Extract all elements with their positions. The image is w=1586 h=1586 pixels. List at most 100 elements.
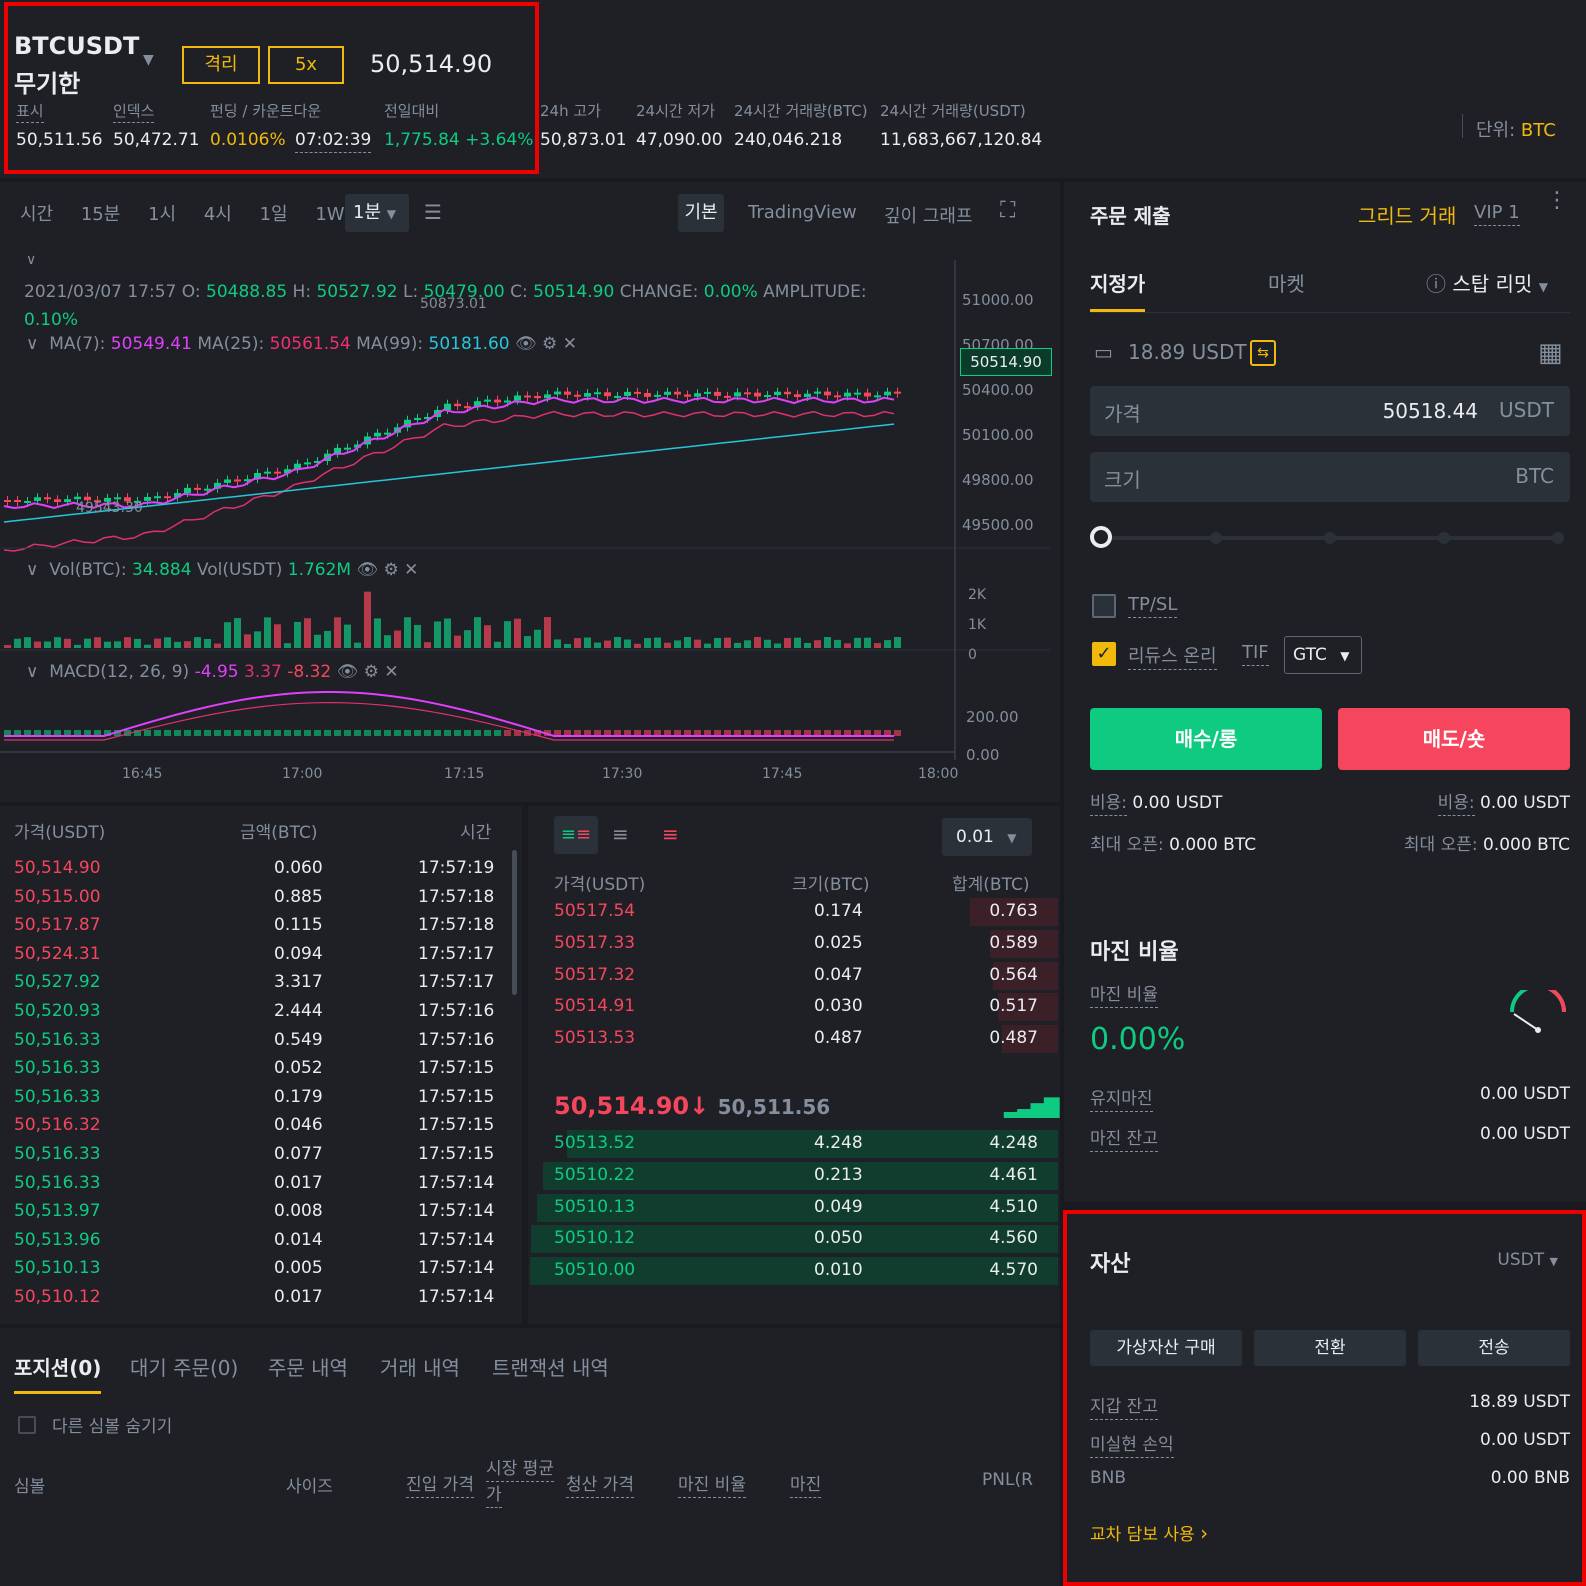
trades-list: 50,514.90 0.060 17:57:19 50,515.00 0.885 17:5… <box>14 858 494 1306</box>
transfer-button[interactable]: 전송 <box>1418 1330 1570 1366</box>
collapse-chevron-icon[interactable]: ∨ <box>26 252 37 268</box>
chevron-icon[interactable]: ∨ <box>26 334 39 354</box>
col-entry-price: 진입 가격 <box>406 1475 474 1498</box>
cross-collateral-link[interactable]: 교차 담보 사용 › <box>1090 1520 1208 1545</box>
close-icon[interactable]: ✕ <box>384 662 399 682</box>
scrollbar[interactable] <box>512 850 517 995</box>
interval-1d[interactable]: 1일 <box>259 204 288 225</box>
tif-select[interactable]: GTC ▼ <box>1284 636 1362 674</box>
vip-level[interactable]: VIP 1 <box>1474 202 1520 226</box>
interval-4h[interactable]: 4시 <box>203 204 232 225</box>
leverage-button[interactable]: 5x <box>268 46 344 84</box>
reduce-only-checkbox[interactable]: ✓ <box>1092 642 1116 666</box>
eye-icon[interactable]: 👁 <box>515 334 537 354</box>
eye-icon[interactable]: 👁 <box>336 662 359 682</box>
trade-price: 50,513.96 <box>14 1229 101 1250</box>
stat-index-price: 50,472.71 <box>113 130 200 150</box>
ask-row[interactable]: 50517.32 0.047 0.564 <box>530 961 1058 990</box>
chevron-down-icon[interactable]: ▼ <box>143 52 154 68</box>
grid-trading-link[interactable]: 그리드 거래 <box>1358 204 1457 228</box>
bid-row[interactable]: 50510.22 0.213 4.461 <box>530 1161 1058 1190</box>
precision-select[interactable]: 0.01 ▼ <box>942 818 1032 856</box>
fullscreen-icon[interactable]: ⛶ <box>1000 198 1016 223</box>
transfer-icon[interactable]: ⇆ <box>1250 340 1276 366</box>
sell-short-button[interactable]: 매도/숏 <box>1338 708 1570 770</box>
slider-step[interactable] <box>1552 532 1564 544</box>
size-slider-handle[interactable] <box>1090 526 1112 548</box>
bid-row[interactable]: 50510.12 0.050 4.560 <box>530 1225 1058 1254</box>
slider-step[interactable] <box>1324 532 1336 544</box>
more-menu-icon[interactable]: ⋮ <box>1546 188 1568 213</box>
volume-bar <box>284 643 291 648</box>
eye-icon[interactable]: 👁 <box>356 560 379 580</box>
slider-step[interactable] <box>1438 532 1450 544</box>
interval-1h[interactable]: 1시 <box>148 204 177 225</box>
buy-crypto-button[interactable]: 가상자산 구매 <box>1090 1330 1242 1366</box>
view-basic-tab[interactable]: 기본 <box>678 194 724 232</box>
interval-selected-1m[interactable]: 1분 ▼ <box>345 194 409 232</box>
gear-icon[interactable]: ⚙ <box>383 560 399 580</box>
price-input[interactable]: 가격 50518.44 USDT <box>1090 386 1570 436</box>
caret-down-icon: ▼ <box>386 207 396 221</box>
bid-row[interactable]: 50510.13 0.049 4.510 <box>530 1193 1058 1222</box>
volume-bar <box>404 617 411 648</box>
chevron-icon[interactable]: ∨ <box>26 560 39 580</box>
ask-row[interactable]: 50514.91 0.030 0.517 <box>530 993 1058 1022</box>
gear-icon[interactable]: ⚙ <box>542 334 558 354</box>
ob-total: 4.560 <box>989 1228 1038 1249</box>
view-tradingview-tab[interactable]: TradingView <box>748 202 857 223</box>
macd-bar <box>744 730 751 736</box>
orderbook-asks-icon[interactable]: ≡ <box>662 822 679 846</box>
close-icon[interactable]: ✕ <box>404 560 419 580</box>
tab-open-orders[interactable]: 대기 주문(0) <box>130 1356 239 1380</box>
price-value[interactable]: 50518.44 <box>1382 399 1478 423</box>
interval-1w[interactable]: 1W <box>315 204 345 225</box>
convert-button[interactable]: 전환 <box>1254 1330 1406 1366</box>
ohlc-close-label: C: <box>510 282 528 302</box>
chart-low-mark: 49543.30 <box>76 500 143 516</box>
trade-row: 50,516.33 0.052 17:57:15 <box>14 1058 494 1086</box>
tab-order-history[interactable]: 주문 내역 <box>268 1356 348 1380</box>
stat-24h-high: 50,873.01 <box>540 130 627 150</box>
stat-funding-rate: 0.0106% <box>210 130 286 150</box>
trade-row: 50,510.13 0.005 17:57:14 <box>14 1258 494 1286</box>
unit-selector[interactable]: 단위: BTC <box>1476 116 1556 142</box>
calculator-icon[interactable]: ▦ <box>1538 338 1563 368</box>
margin-mode-button[interactable]: 격리 <box>182 46 260 84</box>
tab-transaction-history[interactable]: 트랜잭션 내역 <box>492 1356 609 1380</box>
asset-currency-select[interactable]: USDT ▼ <box>1497 1250 1558 1270</box>
trades-header-time: 시간 <box>460 823 492 843</box>
tab-trade-history[interactable]: 거래 내역 <box>380 1356 460 1380</box>
slider-step[interactable] <box>1210 532 1222 544</box>
chevron-icon[interactable]: ∨ <box>26 662 39 682</box>
orderbook-both-icon[interactable]: ≡≡ <box>554 816 598 854</box>
macd-bar <box>314 730 321 736</box>
bid-row[interactable]: 50513.52 4.248 4.248 <box>530 1130 1058 1158</box>
hide-symbols-checkbox[interactable] <box>18 1416 36 1434</box>
interval-15m[interactable]: 15분 <box>80 204 121 225</box>
ask-row[interactable]: 50517.33 0.025 0.589 <box>530 929 1058 958</box>
tab-positions[interactable]: 포지션(0) <box>14 1352 102 1394</box>
settings-sliders-icon[interactable]: ☰ <box>424 200 442 224</box>
ma25-label: MA(25): <box>197 334 265 354</box>
size-input[interactable]: 크기 BTC <box>1090 452 1570 502</box>
ask-row[interactable]: 50513.53 0.487 0.487 <box>530 1025 1058 1054</box>
trade-price: 50,510.12 <box>14 1287 101 1306</box>
gear-icon[interactable]: ⚙ <box>363 662 379 682</box>
tpsl-checkbox[interactable] <box>1092 594 1116 618</box>
view-depth-tab[interactable]: 깊이 그래프 <box>884 206 973 227</box>
interval-time[interactable]: 시간 <box>20 204 54 225</box>
volume-bar <box>524 636 531 648</box>
bid-row[interactable]: 50510.00 0.010 4.570 <box>530 1257 1058 1286</box>
tab-limit[interactable]: 지정가 <box>1090 268 1146 312</box>
candlestick-chart[interactable] <box>0 240 1060 800</box>
tab-market[interactable]: 마켓 <box>1268 272 1305 296</box>
buy-long-button[interactable]: 매수/롱 <box>1090 708 1322 770</box>
close-icon[interactable]: ✕ <box>562 334 577 354</box>
ask-row[interactable]: 50517.54 0.174 0.763 <box>530 898 1058 926</box>
orderbook-bids-icon[interactable]: ≡ <box>612 822 629 846</box>
tab-stop-limit[interactable]: ⓘ 스탑 리밋 ▼ <box>1426 268 1548 297</box>
ma99-label: MA(99): <box>356 334 424 354</box>
macd-bar <box>714 730 721 736</box>
symbol-name[interactable]: BTCUSDT <box>14 32 140 60</box>
